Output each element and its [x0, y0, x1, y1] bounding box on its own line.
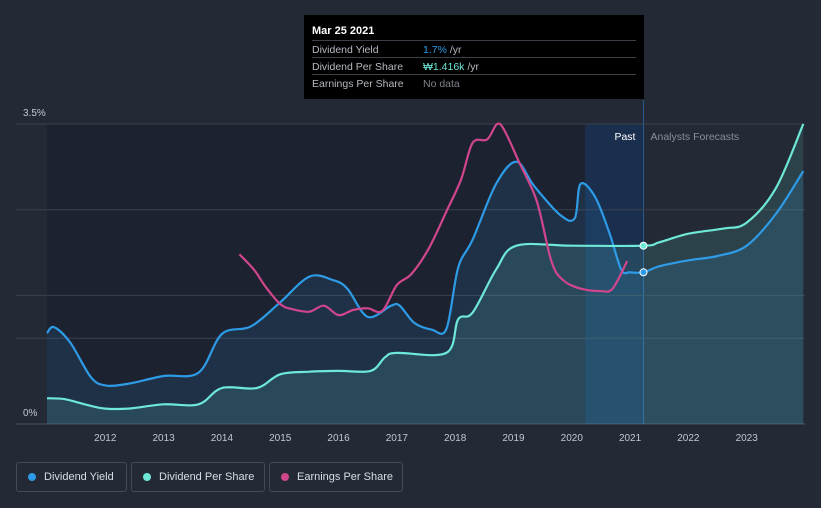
tooltip-label: Dividend Per Share	[312, 61, 404, 73]
legend-dot-icon	[28, 473, 36, 481]
legend-label: Earnings Per Share	[297, 471, 393, 483]
tooltip-value: ₩1.416k /yr	[423, 61, 479, 73]
x-tick-label: 2016	[327, 433, 350, 444]
x-tick-label: 2013	[152, 433, 175, 444]
y-tick-label: 3.5%	[23, 108, 46, 119]
tooltip-label: Dividend Yield	[312, 44, 379, 56]
tooltip-row-earnings-per-share: Earnings Per Share No data	[312, 74, 636, 91]
forecast-region-label: Analysts Forecasts	[650, 131, 739, 143]
chart-lines	[46, 122, 805, 411]
x-tick-label: 2014	[211, 433, 234, 444]
tooltip-value: 1.7% /yr	[423, 44, 462, 56]
tooltip-value-number: ₩1.416k	[423, 61, 465, 73]
tooltip-date: Mar 25 2021	[312, 25, 375, 37]
x-tick-label: 2022	[677, 433, 700, 444]
tooltip-value-suffix: /yr	[464, 61, 480, 73]
chart-tooltip: Mar 25 2021 Dividend Yield 1.7% /yr Divi…	[304, 15, 644, 99]
tooltip-value-number: No data	[423, 78, 460, 90]
legend-dot-icon	[143, 473, 151, 481]
past-region-label: Past	[614, 131, 635, 143]
chart-areas	[47, 124, 804, 424]
dividend-yield-marker	[639, 268, 648, 277]
x-tick-label: 2021	[619, 433, 642, 444]
x-tick-label: 2020	[561, 433, 584, 444]
legend-earnings-per-share[interactable]: Earnings Per Share	[269, 462, 403, 492]
dividend-per-share-line	[46, 123, 805, 411]
y-tick-label: 0%	[23, 408, 38, 419]
highlight-region-band	[585, 124, 644, 424]
chart-markers	[639, 241, 648, 277]
x-tick-label: 2012	[94, 433, 117, 444]
legend-dividend-per-share[interactable]: Dividend Per Share	[131, 462, 265, 492]
chart-grid	[16, 123, 805, 425]
earnings-per-share-line	[238, 122, 629, 317]
x-tick-label: 2023	[736, 433, 759, 444]
chart-labels: 2012 2013 2014 2015 2016 2017 2018 2019 2020 2021…	[23, 108, 758, 444]
tooltip-row-dividend-yield: Dividend Yield 1.7% /yr	[312, 40, 636, 57]
dividend-yield-line	[46, 160, 805, 387]
x-tick-label: 2018	[444, 433, 467, 444]
dividend-per-share-marker	[639, 241, 648, 250]
past-region-band	[47, 124, 644, 424]
chart-bands	[47, 100, 644, 424]
tooltip-value-suffix: /yr	[446, 44, 462, 56]
tooltip-value-number: 1.7%	[423, 44, 447, 56]
legend-label: Dividend Per Share	[159, 471, 255, 483]
x-tick-label: 2015	[269, 433, 292, 444]
x-tick-label: 2019	[502, 433, 525, 444]
x-tick-label: 2017	[386, 433, 409, 444]
legend-dot-icon	[281, 473, 289, 481]
tooltip-value: No data	[423, 78, 460, 90]
legend-dividend-yield[interactable]: Dividend Yield	[16, 462, 127, 492]
legend-label: Dividend Yield	[44, 471, 114, 483]
dividend-per-share-area	[47, 124, 804, 424]
tooltip-label: Earnings Per Share	[312, 78, 404, 90]
tooltip-row-dividend-per-share: Dividend Per Share ₩1.416k /yr	[312, 57, 636, 74]
dividend-yield-area	[47, 161, 804, 424]
